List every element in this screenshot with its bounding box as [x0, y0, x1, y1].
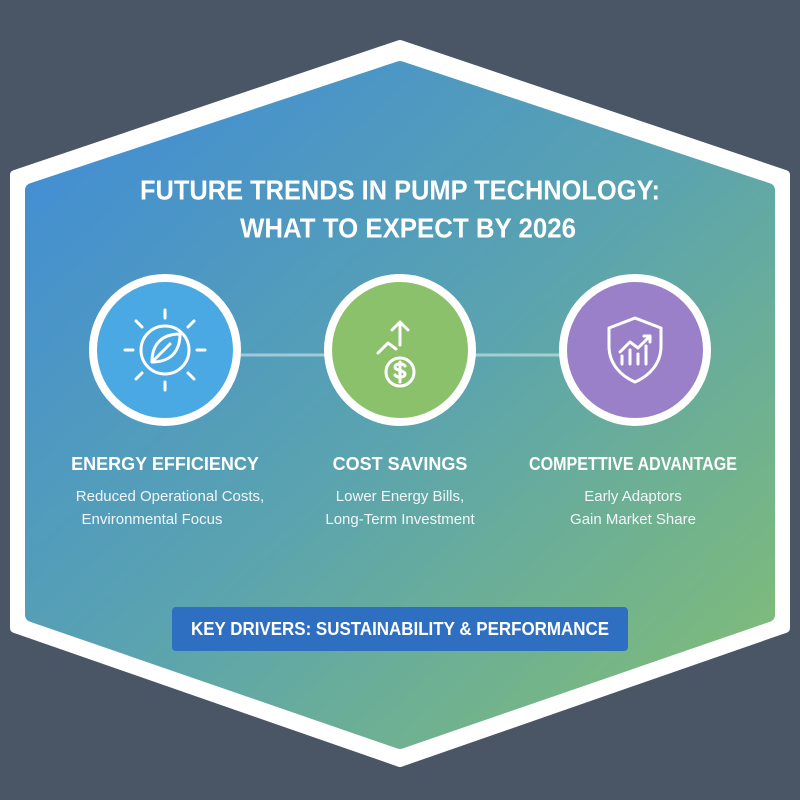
item-description: Lower Energy Bills, [336, 488, 464, 505]
item-title: COST SAVINGS [333, 454, 468, 474]
gear-leaf-icon [123, 308, 207, 392]
item-title: ENERGY EFFICIENCY [71, 454, 259, 474]
icon-circle [559, 274, 711, 426]
item-title: COMPETTIVE ADVANTAGE [529, 454, 737, 474]
item-description: Gain Market Share [570, 511, 696, 528]
title-line: WHAT TO EXPECT BY 2026 [240, 212, 576, 243]
item-description: Long-Term Investment [325, 511, 475, 528]
title-line: FUTURE TRENDS IN PUMP TECHNOLOGY: [140, 174, 660, 205]
icon-circle [324, 274, 476, 426]
badge-text: KEY DRIVERS: SUSTAINABILITY & PERFORMANC… [191, 619, 609, 639]
shield-icon [607, 316, 663, 384]
item-description: Reduced Operational Costs, [76, 488, 264, 505]
badge [172, 607, 628, 651]
dollar-icon [376, 320, 416, 388]
item-description: Early Adaptors [584, 488, 682, 505]
item-description: Environmental Focus [82, 511, 223, 528]
